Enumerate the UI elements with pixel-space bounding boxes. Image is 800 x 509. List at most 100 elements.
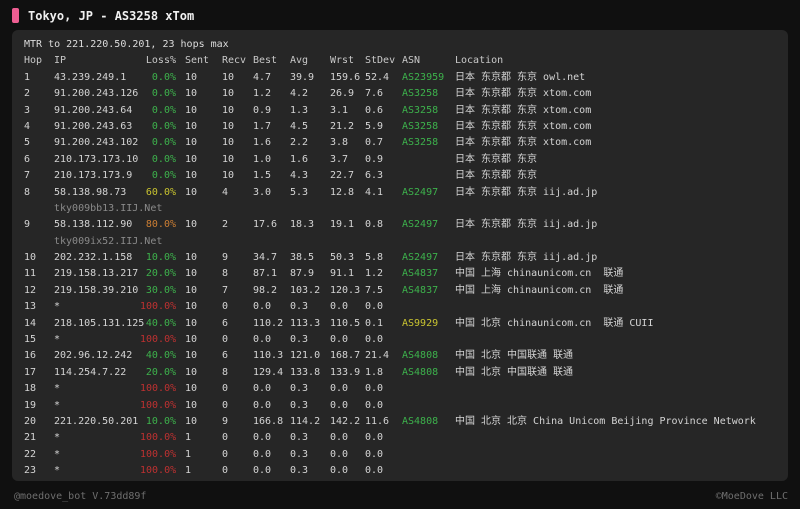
cell-location [455,398,776,414]
cell-wrst: 22.7 [330,170,355,182]
cell-ip: 219.158.39.210 [54,284,139,296]
cell-ip: * [54,448,61,460]
cell-ip: 221.220.50.201 [54,415,139,427]
cell-wrst: 120.3 [330,284,361,296]
cell-best: 34.7 [253,252,278,264]
cell-best: 0.0 [253,432,272,444]
cell-asn: AS9929 [402,317,439,329]
cell-ip: * [54,334,61,346]
table-row: 16 202.96.12.242 40.0% 10 6 110.3 121.0 168.7 21… [24,348,776,364]
cell-sent: 1 [185,465,192,477]
cell-recv: 2 [222,219,229,231]
cell-avg: 38.5 [290,252,315,264]
cell-avg: 0.3 [290,432,309,444]
cell-ip: 210.173.173.9 [54,170,133,182]
cell-best: 3.0 [253,186,272,198]
table-row: 14 218.105.131.125 40.0% 10 6 110.2 113.3 110.5… [24,316,776,332]
column-header-best: Best [253,55,278,67]
cell-hop: 23 [24,465,37,477]
cell-hop: 13 [24,301,37,313]
table-row: 2 91.200.243.126 0.0% 10 10 1.2 4.2 26.9 7.6 AS32… [24,86,776,102]
cell-sent: 10 [185,219,198,231]
table-row: 21 * 100.0% 1 0 0.0 0.3 0.0 0.0 [24,430,776,446]
cell-hop: 10 [24,252,37,264]
cell-stdev: 0.0 [365,301,384,313]
cell-asn [402,332,455,348]
cell-sent: 10 [185,71,198,83]
cell-best: 98.2 [253,284,278,296]
cell-hop: 17 [24,366,37,378]
cell-asn [402,430,455,446]
cell-hop: 7 [24,170,31,182]
hostname-line: tky009ix52.IIJ.Net [54,235,163,247]
cell-loss: 80.0% [145,219,176,231]
cell-avg: 0.3 [290,383,309,395]
cell-asn [402,168,455,184]
cell-avg: 4.5 [290,120,309,132]
cell-avg: 39.9 [290,71,315,83]
cell-wrst: 21.2 [330,120,355,132]
cell-stdev: 0.1 [365,317,384,329]
cell-stdev: 11.6 [365,415,390,427]
cell-stdev: 1.8 [365,366,384,378]
cell-sent: 10 [185,170,198,182]
cell-avg: 18.3 [290,219,315,231]
cell-wrst: 110.5 [330,317,361,329]
cell-ip: 210.173.173.10 [54,153,139,165]
cell-loss: 10.0% [145,415,176,427]
cell-recv: 10 [222,88,235,100]
cell-stdev: 0.0 [365,448,384,460]
cell-sent: 10 [185,120,198,132]
mtr-rows: 1 43.239.249.1 0.0% 10 10 4.7 39.9 159.6 52.4 AS2… [24,70,776,480]
cell-location: 中国 北京 北京 China Unicom Beijing Province N… [455,415,756,427]
bot-handle-version: @moedove_bot V.73dd89f [14,491,147,502]
cell-hop: 19 [24,399,37,411]
cell-avg: 1.3 [290,104,309,116]
cell-wrst: 12.8 [330,186,355,198]
page-title: Tokyo, JP - AS3258 xTom [28,8,195,23]
cell-loss: 100.0% [140,334,177,346]
column-header-avg: Avg [290,55,309,67]
cell-avg: 0.3 [290,448,309,460]
cell-stdev: 0.6 [365,104,384,116]
footer: @moedove_bot V.73dd89f ©MoeDove LLC [14,491,788,502]
cell-wrst: 3.7 [330,153,349,165]
cell-stdev: 5.9 [365,120,384,132]
cell-wrst: 26.9 [330,88,355,100]
cell-recv: 7 [222,284,229,296]
cell-wrst: 0.0 [330,383,349,395]
cell-best: 110.2 [253,317,284,329]
cell-ip: * [54,383,61,395]
cell-stdev: 5.8 [365,252,384,264]
cell-ip: 202.232.1.158 [54,252,133,264]
cell-sent: 10 [185,252,198,264]
column-header-ip: IP [54,55,67,67]
cell-sent: 10 [185,366,198,378]
cell-asn: AS4837 [402,284,439,296]
cell-wrst: 50.3 [330,252,355,264]
cell-recv: 10 [222,71,235,83]
cell-loss: 0.0% [151,88,176,100]
cell-ip: 43.239.249.1 [54,71,127,83]
cell-stdev: 0.0 [365,465,384,477]
cell-ip: 219.158.13.217 [54,268,139,280]
cell-asn: AS2497 [402,252,439,264]
column-header-asn: ASN [402,55,421,67]
cell-best: 129.4 [253,366,284,378]
cell-location: 日本 东京都 东京 xtom.com [455,88,592,100]
cell-avg: 87.9 [290,268,315,280]
cell-best: 1.2 [253,88,272,100]
cell-stdev: 0.0 [365,383,384,395]
table-row: 13 * 100.0% 10 0 0.0 0.3 0.0 0.0 [24,299,776,315]
cell-loss: 40.0% [145,350,176,362]
table-row: 8 58.138.98.73 60.0% 10 4 3.0 5.3 12.8 4.1 AS2497… [24,185,776,201]
table-row: 15 * 100.0% 10 0 0.0 0.3 0.0 0.0 [24,332,776,348]
table-row: 22 * 100.0% 1 0 0.0 0.3 0.0 0.0 [24,447,776,463]
cell-asn: AS4808 [402,415,439,427]
cell-best: 87.1 [253,268,278,280]
table-row: 11 219.158.13.217 20.0% 10 8 87.1 87.9 91.1 1.2 A… [24,266,776,282]
cell-asn: AS3258 [402,137,439,149]
cell-sent: 10 [185,334,198,346]
cell-sent: 10 [185,301,198,313]
cell-loss: 20.0% [145,268,176,280]
